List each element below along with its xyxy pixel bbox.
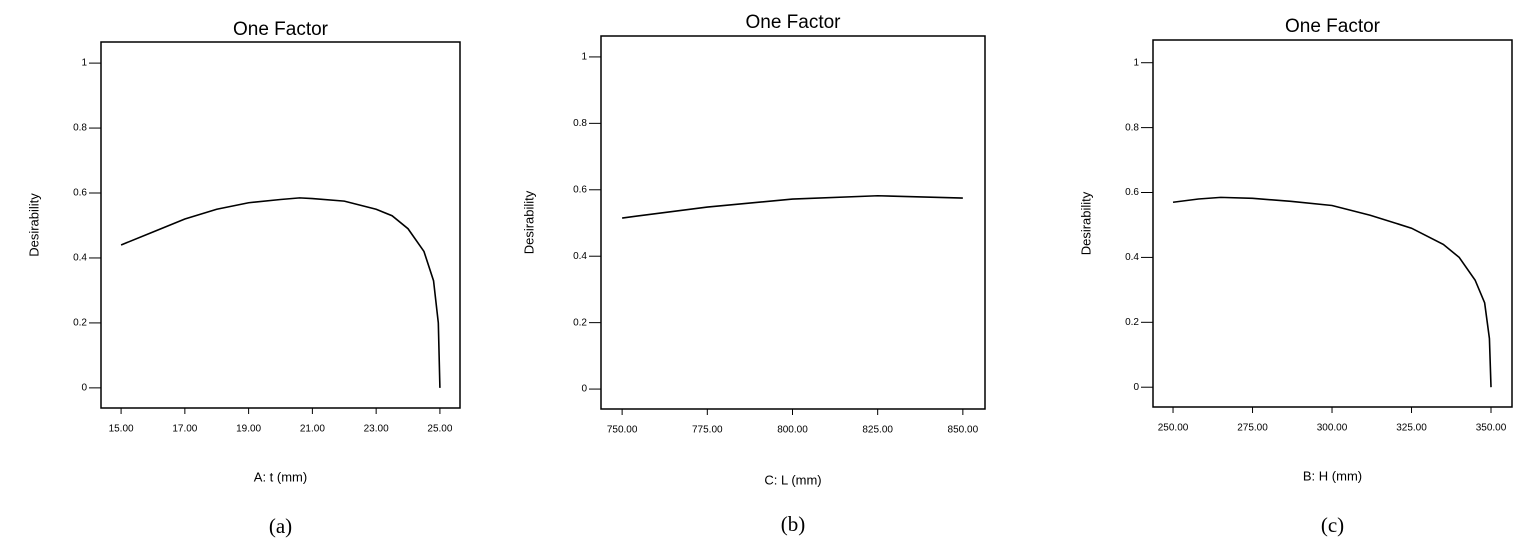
y-tick-label: 0.6 bbox=[73, 188, 87, 199]
y-tick-label: 0.4 bbox=[573, 251, 587, 262]
x-tick-label: 325.00 bbox=[1396, 423, 1427, 434]
x-tick-label: 275.00 bbox=[1237, 423, 1268, 434]
x-tick-label: 19.00 bbox=[236, 424, 261, 435]
x-tick-label: 850.00 bbox=[948, 425, 979, 436]
caption: (a) bbox=[269, 514, 292, 538]
y-tick-label: 0.6 bbox=[1125, 187, 1139, 198]
y-tick-label: 1 bbox=[1133, 57, 1139, 68]
y-tick-label: 0.4 bbox=[1125, 252, 1139, 263]
y-tick-label: 0.2 bbox=[73, 318, 87, 329]
y-tick-label: 1 bbox=[81, 58, 87, 69]
plot-frame bbox=[600, 35, 986, 410]
x-tick-label: 800.00 bbox=[777, 425, 808, 436]
caption: (b) bbox=[781, 512, 806, 536]
plot-frame bbox=[100, 41, 461, 409]
x-axis-label: A: t (mm) bbox=[254, 469, 307, 484]
y-tick-label: 0.8 bbox=[573, 118, 587, 129]
x-tick-label: 23.00 bbox=[364, 424, 389, 435]
y-tick-label: 0.4 bbox=[73, 253, 87, 264]
chart-title: One Factor bbox=[745, 12, 841, 33]
x-tick-label: 17.00 bbox=[172, 424, 197, 435]
y-tick-label: 0.2 bbox=[1125, 317, 1139, 328]
data-line bbox=[1172, 196, 1492, 388]
y-axis-label: Desirability bbox=[1078, 191, 1093, 255]
y-tick-label: 0.8 bbox=[1125, 122, 1139, 133]
y-axis-label: Desirability bbox=[521, 190, 536, 254]
caption: (c) bbox=[1321, 513, 1344, 537]
subplot: One Factor B: H (mm) Desirability (c) 0 0.2 0.… bbox=[1078, 16, 1513, 537]
y-tick-label: 0 bbox=[81, 383, 87, 394]
y-tick-label: 0.2 bbox=[573, 317, 587, 328]
x-tick-label: 750.00 bbox=[607, 425, 638, 436]
y-tick-label: 0 bbox=[581, 384, 587, 395]
subplot: One Factor A: t (mm) Desirability (a) 0 0.2 0.… bbox=[26, 19, 461, 538]
plot-frame bbox=[1152, 39, 1513, 408]
x-tick-label: 825.00 bbox=[862, 425, 893, 436]
chart-title: One Factor bbox=[233, 19, 329, 40]
x-tick-label: 300.00 bbox=[1317, 423, 1348, 434]
y-tick-label: 0.8 bbox=[73, 123, 87, 134]
x-tick-label: 250.00 bbox=[1158, 423, 1189, 434]
y-axis-label: Desirability bbox=[26, 193, 41, 257]
data-line bbox=[622, 194, 963, 219]
x-axis-label: C: L (mm) bbox=[764, 472, 821, 487]
x-tick-label: 775.00 bbox=[692, 425, 723, 436]
subplot: One Factor C: L (mm) Desirability (b) 0 0.2 0.… bbox=[521, 12, 986, 536]
x-axis-label: B: H (mm) bbox=[1303, 468, 1362, 483]
data-line bbox=[120, 197, 441, 388]
y-tick-label: 0.6 bbox=[573, 184, 587, 195]
y-tick-label: 0 bbox=[1133, 382, 1139, 393]
x-tick-label: 350.00 bbox=[1476, 423, 1507, 434]
chart-title: One Factor bbox=[1285, 16, 1381, 37]
x-tick-label: 21.00 bbox=[300, 424, 325, 435]
x-tick-label: 25.00 bbox=[427, 424, 452, 435]
x-tick-label: 15.00 bbox=[109, 424, 134, 435]
y-tick-label: 1 bbox=[581, 52, 587, 63]
